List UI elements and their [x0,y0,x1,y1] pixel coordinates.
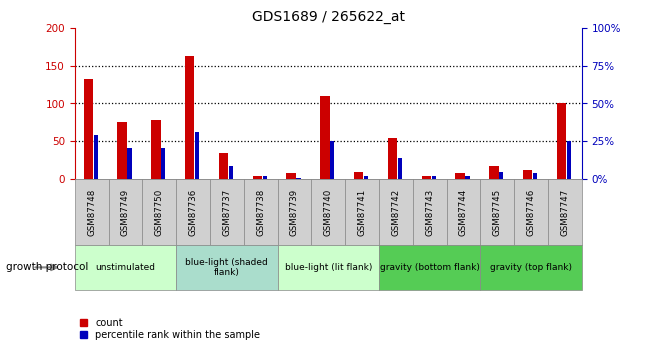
Bar [75,179,109,245]
Bar [480,179,514,245]
Bar [345,179,379,245]
Bar [354,172,363,179]
Bar [557,104,566,179]
Bar [109,179,142,245]
Bar [379,179,413,245]
Bar [94,135,98,179]
Text: GSM87746: GSM87746 [526,189,536,236]
Bar [523,169,532,179]
Bar [229,166,233,179]
Bar [263,176,266,179]
Bar [244,179,278,245]
Text: gravity (top flank): gravity (top flank) [490,263,572,272]
Text: GSM87747: GSM87747 [560,189,569,236]
Bar [118,122,127,179]
Bar [161,148,165,179]
Bar [489,167,499,179]
Bar [533,173,537,179]
Bar [219,153,228,179]
Text: growth protocol: growth protocol [6,263,89,272]
Bar [296,178,300,179]
Bar [278,245,379,290]
Text: GSM87750: GSM87750 [155,189,164,236]
Bar [499,172,503,179]
Bar [311,179,345,245]
Bar [456,173,465,179]
Bar [84,79,93,179]
Legend: count, percentile rank within the sample: count, percentile rank within the sample [79,318,260,340]
Bar [432,176,436,179]
Text: GSM87743: GSM87743 [425,189,434,236]
Bar [142,179,176,245]
Bar [364,176,368,179]
Bar [253,176,262,179]
Bar [176,179,210,245]
Bar [278,179,311,245]
Bar [127,148,131,179]
Bar [398,158,402,179]
Text: unstimulated: unstimulated [96,263,155,272]
Bar [514,179,548,245]
Bar [287,173,296,179]
Text: GSM87742: GSM87742 [391,189,400,236]
Bar [447,179,480,245]
Bar [151,120,161,179]
Text: blue-light (shaded
flank): blue-light (shaded flank) [185,258,268,277]
Text: GSM87736: GSM87736 [188,189,198,236]
Bar [465,176,469,179]
Bar [548,179,582,245]
Text: GSM87741: GSM87741 [358,189,367,236]
Bar [379,245,480,290]
Bar [413,179,447,245]
Bar [567,141,571,179]
Bar [330,141,334,179]
Text: blue-light (lit flank): blue-light (lit flank) [285,263,372,272]
Text: GSM87740: GSM87740 [324,189,333,236]
Bar [388,138,397,179]
Bar [320,96,330,179]
Text: GDS1689 / 265622_at: GDS1689 / 265622_at [252,10,405,24]
Text: GSM87739: GSM87739 [290,189,299,236]
Bar [195,132,199,179]
Bar [210,179,244,245]
Text: GSM87737: GSM87737 [222,189,231,236]
Text: GSM87738: GSM87738 [256,189,265,236]
Text: gravity (bottom flank): gravity (bottom flank) [380,263,480,272]
Text: GSM87745: GSM87745 [493,189,502,236]
Text: GSM87744: GSM87744 [459,189,468,236]
Bar [422,176,431,179]
Text: GSM87749: GSM87749 [121,189,130,236]
Bar [480,245,582,290]
Text: GSM87748: GSM87748 [87,189,96,236]
Bar [176,245,278,290]
Bar [75,245,176,290]
Bar [185,57,194,179]
